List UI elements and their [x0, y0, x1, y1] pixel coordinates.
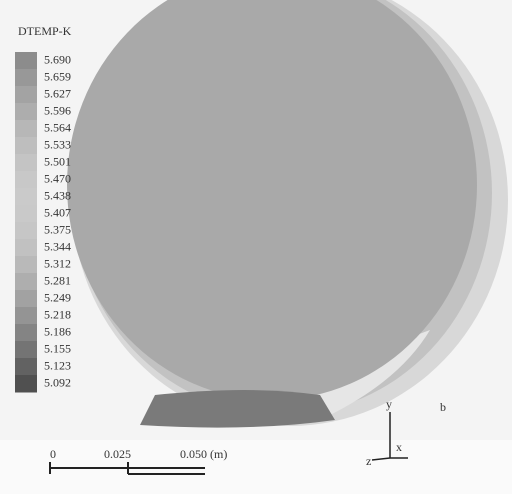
panel-label: b: [440, 400, 446, 414]
legend-swatch: [15, 375, 37, 393]
scale-label: 0.025: [104, 447, 131, 461]
scale-bar: 0 0.025 0.050 (m): [49, 447, 227, 475]
axis-label: x: [396, 440, 402, 454]
axis-label: z: [366, 454, 371, 468]
legend-label: 5.438: [44, 188, 71, 202]
legend-swatch: [15, 52, 37, 70]
legend-label: 5.533: [44, 137, 71, 151]
legend-label: 5.249: [44, 290, 71, 304]
legend-swatch: [15, 137, 37, 155]
model: [67, 0, 508, 428]
legend-label: 5.218: [44, 307, 71, 321]
legend-label: 5.407: [44, 205, 71, 219]
legend-label: 5.344: [44, 239, 71, 253]
legend-swatch: [15, 120, 37, 138]
scale-label: 0: [50, 447, 56, 461]
scale-label: 0.050 (m): [180, 447, 227, 461]
legend-label: 5.501: [44, 154, 71, 168]
legend-swatch: [15, 205, 37, 223]
legend-label: 5.690: [44, 52, 71, 66]
legend-label: 5.092: [44, 375, 71, 389]
legend: 5.690 5.659 5.627 5.596 5.564 5.533 5.501 5.470…: [15, 52, 71, 393]
legend-title: DTEMP-K: [18, 24, 72, 38]
legend-swatch: [15, 69, 37, 87]
axes-triad: y z x: [366, 397, 408, 468]
legend-label: 5.470: [44, 171, 71, 185]
legend-label: 5.564: [44, 120, 71, 134]
legend-label: 5.281: [44, 273, 71, 287]
dark-region: [140, 390, 335, 428]
legend-swatch: [15, 171, 37, 189]
axis-label: y: [386, 397, 392, 411]
legend-swatch: [15, 103, 37, 121]
legend-swatch: [15, 188, 37, 206]
legend-swatch: [15, 324, 37, 342]
legend-label: 5.155: [44, 341, 71, 355]
legend-swatch: [15, 154, 37, 172]
legend-swatch: [15, 256, 37, 274]
legend-label: 5.627: [44, 86, 71, 100]
legend-label: 5.186: [44, 324, 71, 338]
legend-label: 5.123: [44, 358, 71, 372]
legend-swatch: [15, 222, 37, 240]
legend-swatch: [15, 86, 37, 104]
main-body: [67, 0, 477, 400]
legend-swatch: [15, 273, 37, 291]
legend-swatch: [15, 239, 37, 257]
legend-label: 5.659: [44, 69, 71, 83]
legend-swatch: [15, 341, 37, 359]
legend-label: 5.375: [44, 222, 71, 236]
legend-label: 5.312: [44, 256, 71, 270]
legend-label: 5.596: [44, 103, 71, 117]
legend-swatch: [15, 307, 37, 325]
legend-swatch: [15, 290, 37, 308]
legend-swatch: [15, 358, 37, 376]
